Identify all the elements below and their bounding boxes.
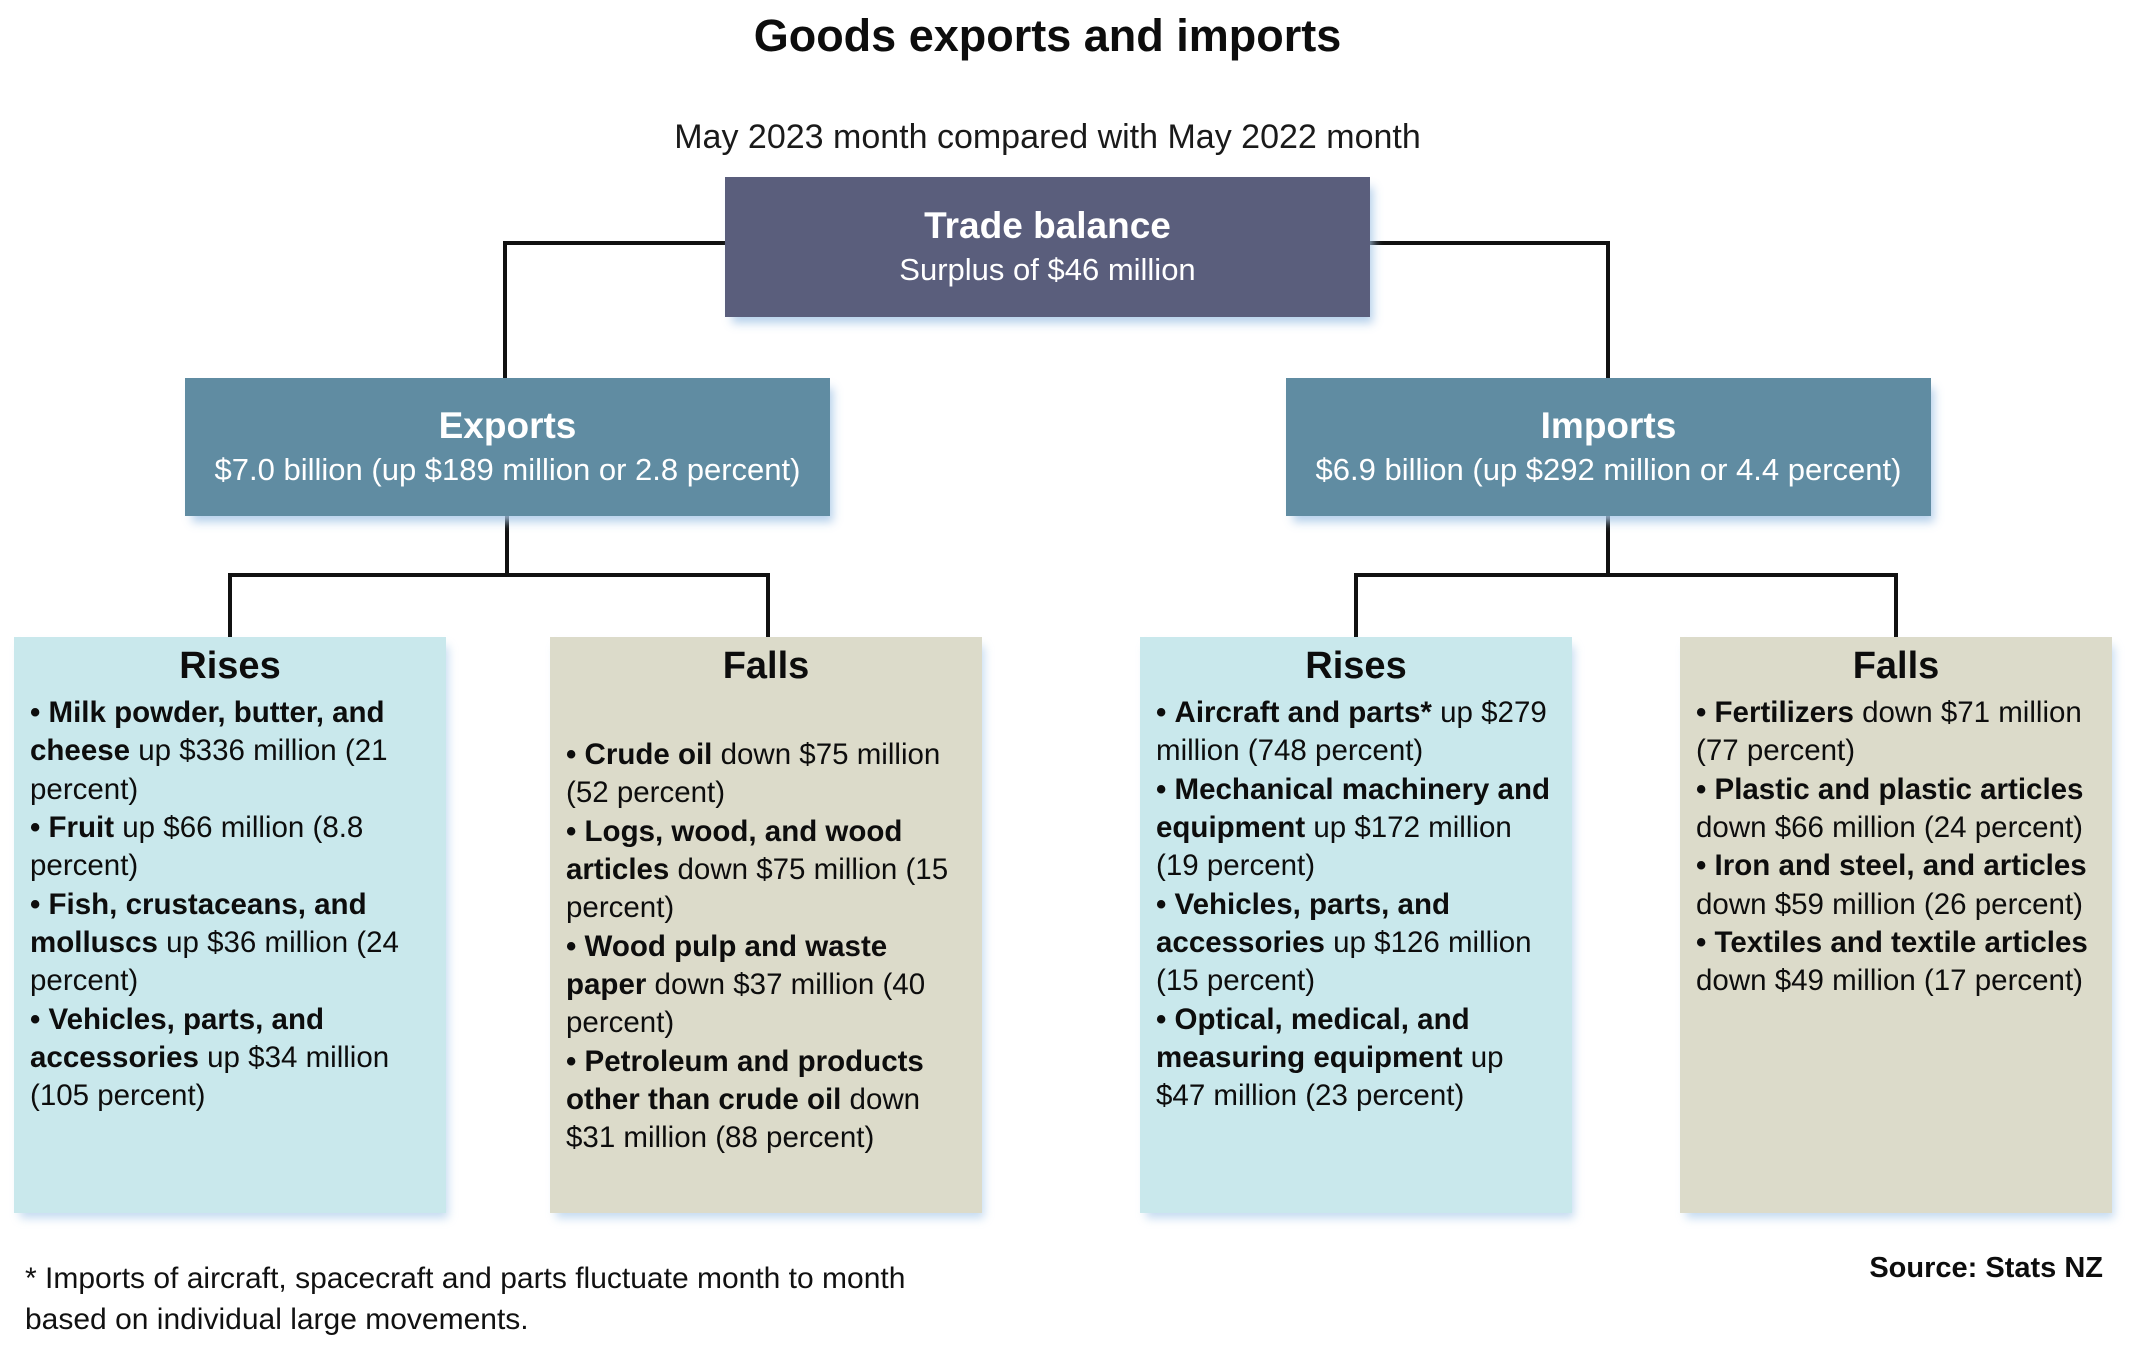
list-item: Fertilizers down $71 million (77 percent…	[1696, 694, 2096, 771]
imports-box: Imports $6.9 billion (up $292 million or…	[1286, 378, 1931, 516]
exports-falls-box: Falls Crude oil down $75 million (52 per…	[550, 637, 982, 1213]
imports-rises-box: Rises Aircraft and parts* up $279 millio…	[1140, 637, 1572, 1213]
trade-balance-box: Trade balance Surplus of $46 million	[725, 177, 1370, 317]
list-item: Fruit up $66 million (8.8 percent)	[30, 809, 430, 886]
connector-imports-stem	[1606, 516, 1610, 577]
imports-value: $6.9 billion (up $292 million or 4.4 per…	[1315, 452, 1902, 488]
list-item: Aircraft and parts* up $279 million (748…	[1156, 694, 1556, 771]
list-item: Fish, crustaceans, and molluscs up $36 m…	[30, 886, 430, 1001]
page-subtitle: May 2023 month compared with May 2022 mo…	[674, 118, 1421, 156]
connector-root-left-v	[503, 241, 507, 378]
exports-value: $7.0 billion (up $189 million or 2.8 per…	[214, 452, 801, 488]
imports-falls-list: Fertilizers down $71 million (77 percent…	[1680, 694, 2112, 1001]
list-item: Wood pulp and waste paper down $37 milli…	[566, 928, 966, 1043]
connector-imports-bar	[1354, 573, 1898, 577]
footnote: * Imports of aircraft, spacecraft and pa…	[25, 1262, 906, 1337]
list-item: Milk powder, butter, and cheese up $336 …	[30, 694, 430, 809]
imports-rises-list: Aircraft and parts* up $279 million (748…	[1140, 694, 1572, 1116]
list-item: Optical, medical, and measuring equipmen…	[1156, 1001, 1556, 1116]
list-item: Petroleum and products other than crude …	[566, 1043, 966, 1158]
list-item: Plastic and plastic articles down $66 mi…	[1696, 771, 2096, 848]
exports-box: Exports $7.0 billion (up $189 million or…	[185, 378, 830, 516]
exports-falls-list: Crude oil down $75 million (52 percent) …	[550, 736, 982, 1158]
connector-imports-drop-right	[1894, 573, 1898, 637]
list-item: Logs, wood, and wood articles down $75 m…	[566, 813, 966, 928]
imports-falls-box: Falls Fertilizers down $71 million (77 p…	[1680, 637, 2112, 1213]
connector-imports-drop-left	[1354, 573, 1358, 637]
list-item: Mechanical machinery and equipment up $1…	[1156, 771, 1556, 886]
imports-rises-header: Rises	[1305, 645, 1407, 687]
imports-falls-header: Falls	[1852, 645, 1940, 687]
connector-root-left-h	[503, 241, 725, 245]
exports-rises-list: Milk powder, butter, and cheese up $336 …	[14, 694, 446, 1116]
exports-title: Exports	[438, 404, 577, 446]
connector-exports-drop-left	[228, 573, 232, 637]
list-item: Crude oil down $75 million (52 percent)	[566, 736, 966, 813]
connector-root-right-h	[1370, 241, 1610, 245]
trade-balance-value: Surplus of $46 million	[899, 252, 1196, 288]
trade-balance-title: Trade balance	[924, 204, 1171, 246]
connector-exports-drop-right	[766, 573, 770, 637]
list-item: Vehicles, parts, and accessories up $34 …	[30, 1001, 430, 1116]
connector-exports-bar	[228, 573, 770, 577]
page-title: Goods exports and imports	[753, 10, 1342, 61]
source-note: Source: Stats NZ	[1869, 1252, 2103, 1284]
exports-falls-header: Falls	[722, 645, 810, 687]
list-item: Textiles and textile articles down $49 m…	[1696, 924, 2096, 1001]
imports-title: Imports	[1540, 404, 1677, 446]
exports-rises-box: Rises Milk powder, butter, and cheese up…	[14, 637, 446, 1213]
list-item: Iron and steel, and articles down $59 mi…	[1696, 847, 2096, 924]
exports-rises-header: Rises	[179, 645, 281, 687]
connector-root-right-v	[1606, 241, 1610, 378]
connector-exports-stem	[505, 516, 509, 577]
list-item: Vehicles, parts, and accessories up $126…	[1156, 886, 1556, 1001]
